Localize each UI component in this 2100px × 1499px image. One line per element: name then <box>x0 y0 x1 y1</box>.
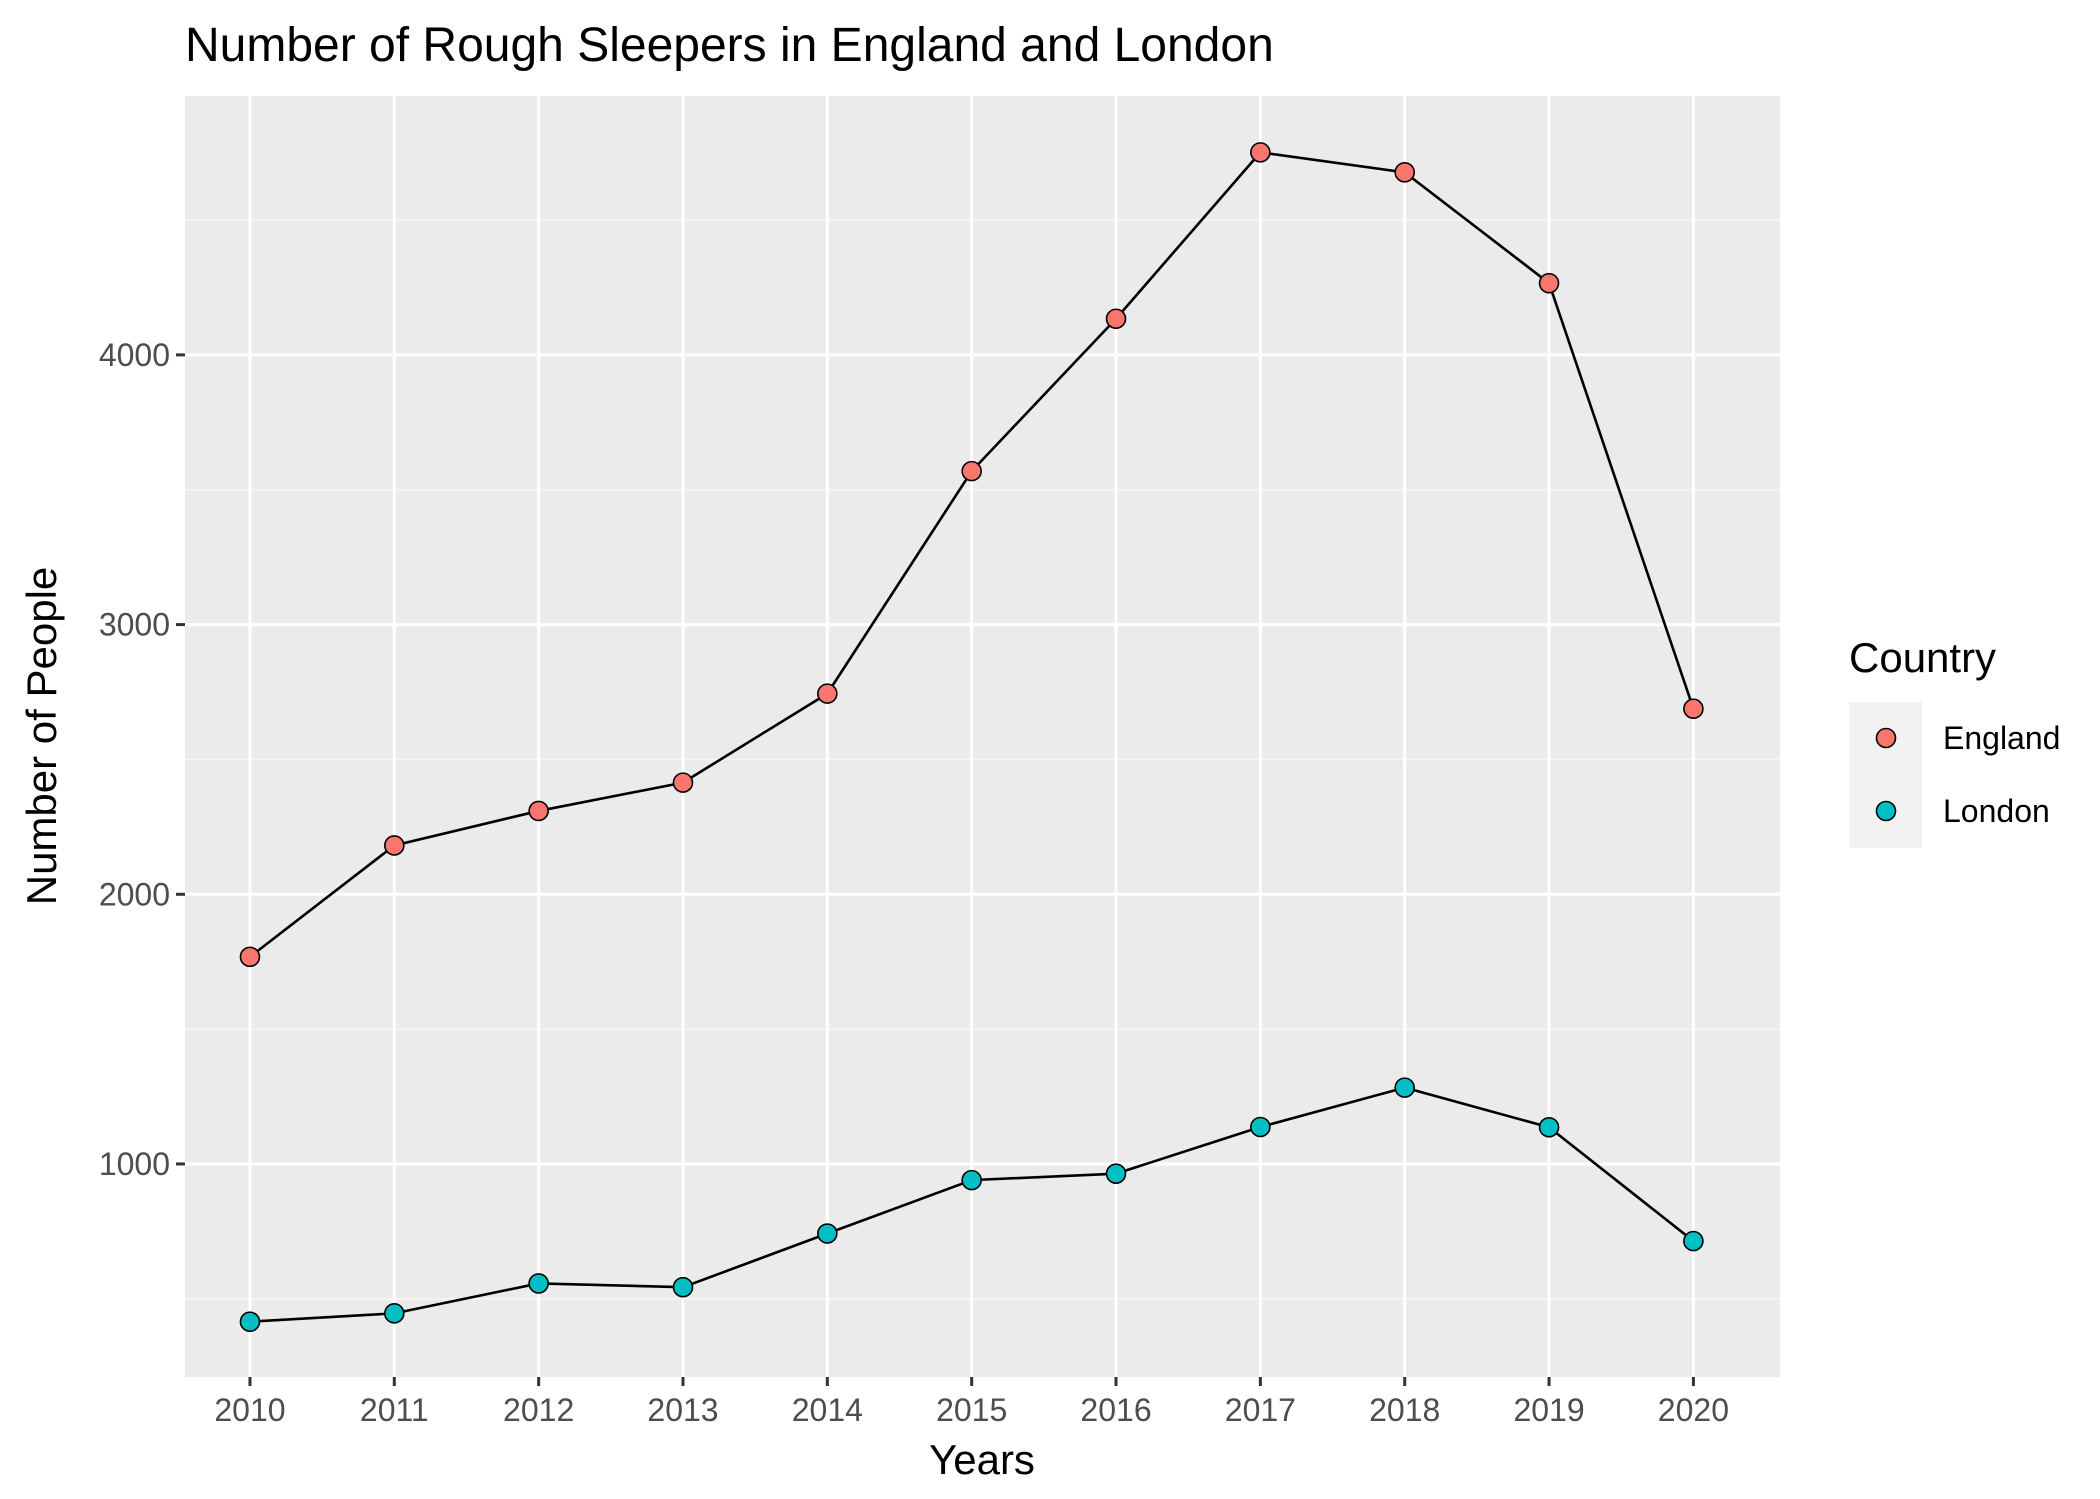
x-tick-label: 2011 <box>360 1392 429 1428</box>
london-data-point <box>1538 1116 1560 1138</box>
england-data-point <box>1105 308 1127 330</box>
england-data-point <box>528 800 549 822</box>
london-data-point <box>528 1273 549 1294</box>
x-tick-label: 2014 <box>792 1392 863 1428</box>
x-tick-label: 2017 <box>1225 1392 1296 1428</box>
england-data-point <box>1683 698 1704 720</box>
england-data-point <box>961 460 982 482</box>
england-data-point <box>383 835 405 856</box>
x-tick-label: 2016 <box>1080 1392 1151 1428</box>
x-tick-label: 2010 <box>214 1392 285 1428</box>
y-tick-label: 3000 <box>99 607 170 643</box>
london-data-point <box>961 1169 982 1191</box>
london-data-point <box>1394 1077 1416 1098</box>
london-data-point <box>383 1303 405 1324</box>
y-tick-label: 2000 <box>99 876 170 912</box>
london-data-point <box>1250 1116 1271 1138</box>
london-data-point <box>239 1311 261 1333</box>
legend-label-england: England <box>1943 720 2060 756</box>
legend: Country England London <box>1849 634 2060 848</box>
chart-title: Number of Rough Sleepers in England and … <box>185 19 1274 72</box>
data-series <box>239 142 1704 1333</box>
x-tick-label: 2019 <box>1513 1392 1584 1428</box>
x-axis: 2010 2011 2012 2013 2014 2015 2016 2017 2018 2019… <box>214 1377 1729 1428</box>
y-tick-label: 1000 <box>99 1146 170 1182</box>
england-data-point <box>239 946 261 968</box>
y-axis: 1000 2000 3000 4000 <box>99 337 185 1182</box>
england-data-point <box>1538 272 1560 294</box>
legend-title: Country <box>1849 634 1996 681</box>
england-data-point <box>817 683 838 704</box>
london-data-point <box>1683 1230 1704 1252</box>
england-data-point <box>672 772 694 793</box>
england-data-point <box>1394 162 1416 183</box>
legend-key-london <box>1875 800 1897 822</box>
x-tick-label: 2015 <box>936 1392 1007 1428</box>
london-data-point <box>1105 1163 1127 1184</box>
england-data-point <box>1250 142 1271 163</box>
x-axis-title: Years <box>929 1436 1035 1483</box>
london-data-point <box>672 1276 694 1298</box>
legend-items: England London <box>1875 720 2060 829</box>
x-tick-label: 2020 <box>1658 1392 1729 1428</box>
x-tick-label: 2018 <box>1369 1392 1440 1428</box>
x-tick-label: 2012 <box>503 1392 574 1428</box>
x-tick-label: 2013 <box>647 1392 718 1428</box>
legend-key-background <box>1849 702 1922 848</box>
legend-key-england <box>1875 727 1897 749</box>
legend-label-london: London <box>1943 793 2050 829</box>
grid-lines <box>185 96 1780 1377</box>
london-data-point <box>817 1223 838 1244</box>
y-tick-label: 4000 <box>99 337 170 373</box>
y-axis-title: Number of People <box>18 567 65 906</box>
